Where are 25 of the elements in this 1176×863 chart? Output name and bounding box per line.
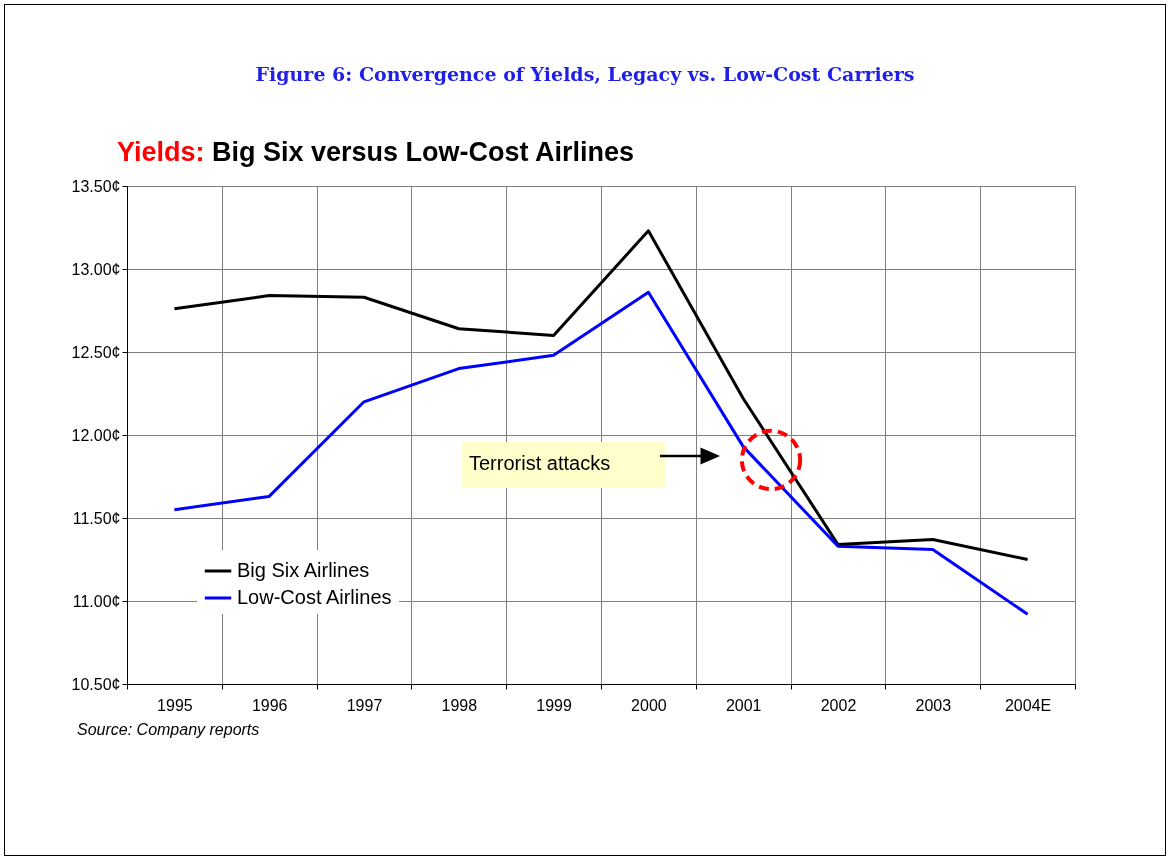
y-tick-label: 13.50¢ — [71, 177, 121, 195]
y-tick-label: 11.50¢ — [72, 509, 121, 527]
y-tick-label: 12.50¢ — [71, 343, 121, 361]
y-tick-label: 11.00¢ — [72, 592, 121, 610]
x-tick-label: 2002 — [820, 696, 857, 714]
x-tick-label: 2001 — [725, 696, 762, 714]
chart-subtitle: Yields: Big Six versus Low-Cost Airlines — [117, 137, 636, 168]
legend-label: Big Six Airlines — [237, 559, 370, 581]
x-tick-label: 1998 — [441, 696, 478, 714]
x-tick-label: 1999 — [536, 696, 572, 714]
x-tick-label: 1997 — [346, 696, 383, 714]
annotation: Terrorist attacks — [469, 452, 611, 474]
x-tick-label: 2003 — [915, 696, 952, 714]
line-series — [172, 290, 1030, 616]
legend-label: Low-Cost Airlines — [237, 586, 392, 608]
x-tick-label: 1996 — [251, 696, 288, 714]
line-series — [172, 229, 1030, 561]
x-tick-label: 2000 — [631, 696, 667, 714]
x-tick-label: 1995 — [157, 696, 193, 714]
y-tick-label: 12.00¢ — [71, 426, 121, 444]
y-tick-label: 10.50¢ — [71, 675, 121, 693]
source-note: Source: Company reports — [77, 720, 261, 740]
chart-title: Figure 6: Convergence of Yields, Legacy vs. Low-Cost Carriers — [254, 63, 916, 85]
y-tick-label: 13.00¢ — [71, 260, 121, 278]
x-tick-label: 2004E — [1004, 696, 1052, 714]
